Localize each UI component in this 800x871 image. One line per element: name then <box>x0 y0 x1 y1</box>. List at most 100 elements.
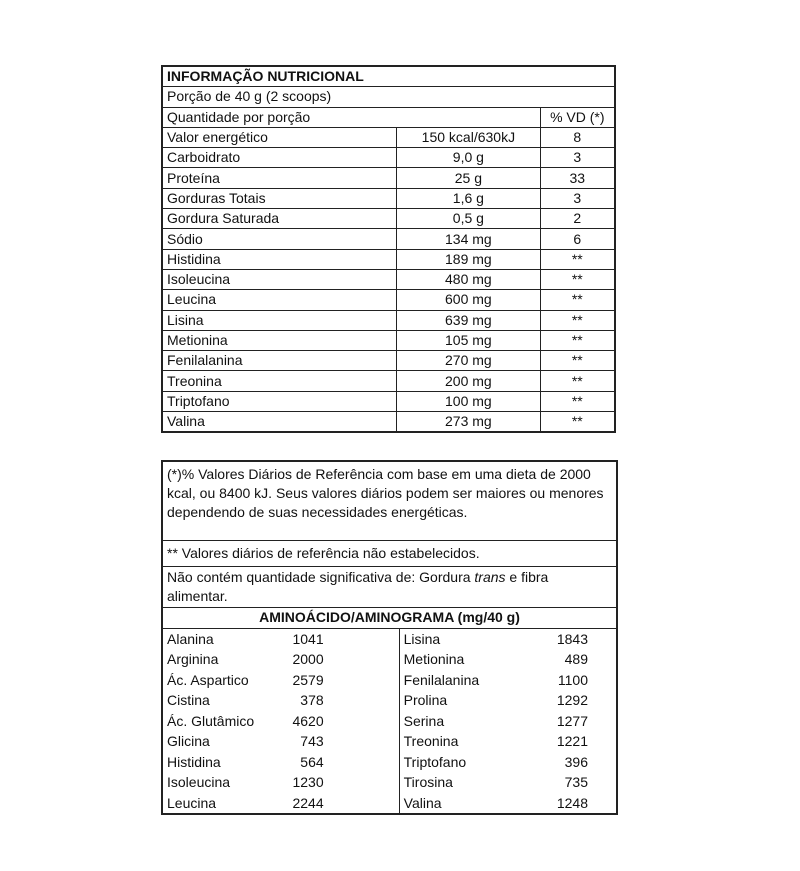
nutrient-vd: ** <box>539 390 616 413</box>
amino-value: 1292 <box>514 690 618 711</box>
nutrient-vd: 6 <box>539 228 616 250</box>
amino-name: Fenilalanina <box>398 669 515 691</box>
nutrient-vd: 2 <box>539 208 616 230</box>
nutrient-vd: ** <box>539 309 616 331</box>
no-significant-note: Não contém quantidade significativa de: … <box>161 566 618 609</box>
nutrition-row: Valina 273 mg ** <box>161 411 616 433</box>
nutrition-title: INFORMAÇÃO NUTRICIONAL <box>161 65 616 88</box>
amino-value: 1221 <box>514 731 618 752</box>
amino-value: 1248 <box>514 792 618 815</box>
portion: Porção de 40 g (2 scoops) <box>161 86 616 108</box>
amino-value: 1041 <box>258 628 400 650</box>
nutrient-amount: 639 mg <box>396 309 541 331</box>
amino-value: 489 <box>514 649 618 670</box>
nutrient-vd: ** <box>539 350 616 372</box>
amino-value: 378 <box>258 690 400 711</box>
amino-name: Ác. Aspartico <box>161 669 259 691</box>
nutrient-vd: ** <box>539 370 616 392</box>
amino-row: Cistina 378 Prolina 1292 <box>161 690 618 711</box>
nutrient-name: Valor energético <box>161 126 398 149</box>
nutrient-vd: ** <box>539 289 616 311</box>
amino-value: 1100 <box>514 669 618 691</box>
nutrition-row: Sódio 134 mg 6 <box>161 228 616 250</box>
amino-row: Ác. Glutâmico 4620 Serina 1277 <box>161 710 618 732</box>
nutrient-vd: 3 <box>539 187 616 210</box>
amino-name: Prolina <box>398 690 515 711</box>
amino-name: Valina <box>398 792 515 815</box>
amino-name: Lisina <box>398 628 515 650</box>
nutrient-amount: 200 mg <box>396 370 541 392</box>
nutrient-amount: 105 mg <box>396 329 541 352</box>
amino-row: Alanina 1041 Lisina 1843 <box>161 628 618 650</box>
amino-name: Metionina <box>398 649 515 670</box>
amino-name: Glicina <box>161 731 259 752</box>
amino-value: 2244 <box>258 792 400 815</box>
note-italic: trans <box>474 569 506 586</box>
nutrient-amount: 273 mg <box>396 411 541 433</box>
nutrient-amount: 25 g <box>396 167 541 189</box>
nutrient-name: Treonina <box>161 370 398 392</box>
amino-value: 2579 <box>258 669 400 691</box>
amino-value: 735 <box>514 772 618 793</box>
amino-name: Histidina <box>161 751 259 773</box>
amino-value: 1230 <box>258 772 400 793</box>
nutrient-name: Leucina <box>161 289 398 311</box>
nutrient-name: Sódio <box>161 228 398 250</box>
amino-value: 1843 <box>514 628 618 650</box>
nutrition-row: Proteína 25 g 33 <box>161 167 616 189</box>
nutrient-name: Gordura Saturada <box>161 208 398 230</box>
amino-row: Arginina 2000 Metionina 489 <box>161 649 618 670</box>
amino-value: 2000 <box>258 649 400 670</box>
nutrient-amount: 150 kcal/630kJ <box>396 126 541 149</box>
nutrient-vd: 3 <box>539 147 616 169</box>
nutrient-amount: 100 mg <box>396 390 541 413</box>
nutrient-vd: ** <box>539 248 616 270</box>
nutrient-amount: 270 mg <box>396 350 541 372</box>
nutrient-name: Histidina <box>161 248 398 270</box>
amino-row: Ác. Aspartico 2579 Fenilalanina 1100 <box>161 669 618 691</box>
vd-note: (*)% Valores Diários de Referência com b… <box>161 460 618 541</box>
amino-row: Leucina 2244 Valina 1248 <box>161 792 618 815</box>
nutrient-vd: 8 <box>539 126 616 149</box>
nutrient-name: Triptofano <box>161 390 398 413</box>
vd-header: % VD (*) <box>539 106 616 128</box>
amino-value: 396 <box>514 751 618 773</box>
qty-header: Quantidade por porção <box>161 106 541 128</box>
nutrient-vd: ** <box>539 411 616 433</box>
nutrition-row: Valor energético 150 kcal/630kJ 8 <box>161 126 616 149</box>
note-text: Não contém quantidade significativa de: … <box>167 569 475 586</box>
amino-name: Triptofano <box>398 751 515 773</box>
amino-name: Serina <box>398 710 515 732</box>
nutrient-name: Isoleucina <box>161 268 398 291</box>
nutrition-row: Treonina 200 mg ** <box>161 370 616 392</box>
nutrient-name: Gorduras Totais <box>161 187 398 210</box>
nutrient-name: Lisina <box>161 309 398 331</box>
amino-value: 4620 <box>258 710 400 732</box>
nutrition-row: Triptofano 100 mg ** <box>161 390 616 413</box>
amino-name: Ác. Glutâmico <box>161 710 259 732</box>
nutrition-row: Metionina 105 mg ** <box>161 329 616 352</box>
nutrition-table: INFORMAÇÃO NUTRICIONAL Porção de 40 g (2… <box>161 65 616 434</box>
amino-name: Arginina <box>161 649 259 670</box>
nutrient-amount: 134 mg <box>396 228 541 250</box>
nutrient-name: Proteína <box>161 167 398 189</box>
amino-name: Tirosina <box>398 772 515 793</box>
nutrient-amount: 480 mg <box>396 268 541 291</box>
amino-value: 564 <box>258 751 400 773</box>
amino-row: Histidina 564 Triptofano 396 <box>161 751 618 773</box>
amino-name: Isoleucina <box>161 772 259 793</box>
amino-name: Treonina <box>398 731 515 752</box>
amino-row: Isoleucina 1230 Tirosina 735 <box>161 772 618 793</box>
nutrient-vd: ** <box>539 329 616 352</box>
nutrient-name: Carboidrato <box>161 147 398 169</box>
amino-value: 1277 <box>514 710 618 732</box>
amino-name: Cistina <box>161 690 259 711</box>
nutrition-row: Fenilalanina 270 mg ** <box>161 350 616 372</box>
nutrient-name: Valina <box>161 411 398 433</box>
amino-title: AMINOÁCIDO/AMINOGRAMA (mg/40 g) <box>161 607 618 629</box>
amino-value: 743 <box>258 731 400 752</box>
amino-name: Alanina <box>161 628 259 650</box>
